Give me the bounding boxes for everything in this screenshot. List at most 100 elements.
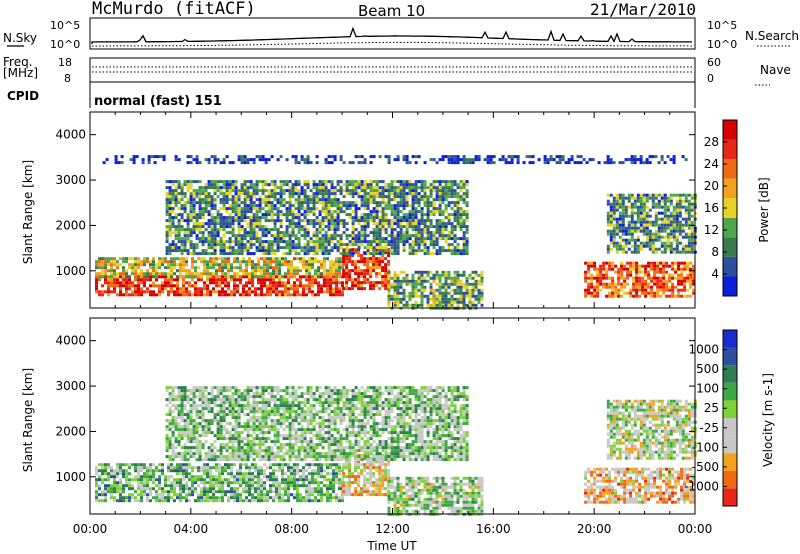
heatmap-cell bbox=[317, 260, 320, 264]
heatmap-cell bbox=[636, 238, 640, 242]
heatmap-cell bbox=[249, 240, 253, 244]
heatmap-cell bbox=[168, 246, 172, 250]
heatmap-cell bbox=[692, 273, 696, 277]
heatmap-cell bbox=[615, 220, 619, 224]
heatmap-cell bbox=[312, 252, 316, 256]
heatmap-cell bbox=[186, 222, 190, 226]
heatmap-cell bbox=[234, 252, 238, 256]
heatmap-cell bbox=[402, 291, 406, 295]
heatmap-cell bbox=[315, 246, 319, 250]
heatmap-cell bbox=[360, 216, 364, 220]
heatmap-cell bbox=[299, 278, 302, 282]
heatmap-cell bbox=[426, 270, 430, 274]
heatmap-cell bbox=[456, 216, 460, 220]
heatmap-cell bbox=[302, 293, 305, 297]
heatmap-cell bbox=[632, 285, 636, 289]
heatmap-cell bbox=[267, 195, 271, 199]
heatmap-cell bbox=[321, 216, 325, 220]
heatmap-cell bbox=[381, 222, 385, 226]
heatmap-cell bbox=[324, 249, 328, 253]
heatmap-cell bbox=[297, 195, 301, 199]
heatmap-cell bbox=[248, 469, 251, 473]
heatmap-cell bbox=[639, 241, 643, 245]
heatmap-cell bbox=[587, 288, 591, 292]
heatmap-cell bbox=[315, 192, 319, 196]
heatmap-cell bbox=[195, 219, 199, 223]
heatmap-cell bbox=[417, 192, 421, 196]
heatmap-cell bbox=[399, 189, 403, 193]
heatmap-cell bbox=[332, 269, 335, 273]
heatmap-cell bbox=[239, 475, 242, 479]
heatmap-cell bbox=[438, 228, 442, 232]
heatmap-cell bbox=[669, 199, 673, 203]
heatmap-cell bbox=[128, 487, 131, 491]
heatmap-cell bbox=[279, 222, 283, 226]
heatmap-cell bbox=[657, 161, 661, 165]
heatmap-cell bbox=[321, 252, 325, 256]
heatmap-cell bbox=[405, 225, 409, 229]
heatmap-cell bbox=[363, 201, 367, 205]
heatmap-cell bbox=[242, 269, 245, 273]
heatmap-cell bbox=[195, 189, 199, 193]
heatmap-cell bbox=[384, 263, 388, 267]
heatmap-cell bbox=[480, 276, 484, 280]
heatmap-cell bbox=[131, 272, 134, 276]
heatmap-cell bbox=[453, 279, 457, 283]
heatmap-cell bbox=[215, 263, 218, 267]
heatmap-cell bbox=[690, 220, 694, 224]
heatmap-cell bbox=[330, 183, 334, 187]
heatmap-cell bbox=[387, 251, 391, 255]
heatmap-cell bbox=[101, 275, 104, 279]
heatmap-cell bbox=[327, 189, 331, 193]
heatmap-cell bbox=[261, 207, 265, 211]
heatmap-cell bbox=[285, 180, 289, 184]
heatmap-cell bbox=[237, 192, 241, 196]
heatmap-cell bbox=[209, 481, 212, 485]
heatmap-cell bbox=[468, 294, 472, 298]
heatmap-cell bbox=[402, 303, 406, 307]
heatmap-cell bbox=[423, 204, 427, 208]
heatmap-cell bbox=[327, 252, 331, 256]
heatmap-cell bbox=[323, 263, 326, 267]
heatmap-cell bbox=[537, 158, 541, 162]
heatmap-cell bbox=[279, 204, 283, 208]
heatmap-cell bbox=[326, 269, 329, 273]
heatmap-cell bbox=[261, 249, 265, 253]
heatmap-cell bbox=[641, 279, 645, 283]
heatmap-cell bbox=[612, 235, 616, 239]
heatmap-cell bbox=[270, 189, 274, 193]
heatmap-cell bbox=[462, 246, 466, 250]
heatmap-cell bbox=[276, 246, 280, 250]
heatmap-cell bbox=[399, 180, 403, 184]
heatmap-cell bbox=[372, 263, 376, 267]
heatmap-cell bbox=[231, 246, 235, 250]
heatmap-cell bbox=[272, 260, 275, 264]
heatmap-cell bbox=[198, 240, 202, 244]
heatmap-cell bbox=[638, 276, 642, 280]
heatmap-cell bbox=[192, 246, 196, 250]
heatmap-cell bbox=[678, 214, 682, 218]
heatmap-cell bbox=[98, 263, 101, 267]
heatmap-cell bbox=[378, 249, 382, 253]
heatmap-cell bbox=[207, 158, 211, 162]
heatmap-cell bbox=[273, 252, 277, 256]
heatmap-cell bbox=[309, 249, 313, 253]
heatmap-cell bbox=[369, 192, 373, 196]
heatmap-cell bbox=[257, 293, 260, 297]
heatmap-cell bbox=[354, 281, 358, 285]
heatmap-cell bbox=[204, 183, 208, 187]
heatmap-cell bbox=[110, 260, 113, 264]
heatmap-cell bbox=[360, 254, 364, 258]
heatmap-cell bbox=[176, 478, 179, 482]
heatmap-cell bbox=[180, 198, 184, 202]
heatmap-cell bbox=[255, 192, 259, 196]
heatmap-cell bbox=[221, 293, 224, 297]
heatmap-cell bbox=[246, 189, 250, 193]
heatmap-cell bbox=[336, 222, 340, 226]
heatmap-cell bbox=[435, 282, 439, 286]
heatmap-cell bbox=[615, 244, 619, 248]
heatmap-cell bbox=[134, 496, 137, 500]
heatmap-cell bbox=[297, 219, 301, 223]
heatmap-cell bbox=[474, 158, 478, 162]
heatmap-cell bbox=[194, 284, 197, 288]
